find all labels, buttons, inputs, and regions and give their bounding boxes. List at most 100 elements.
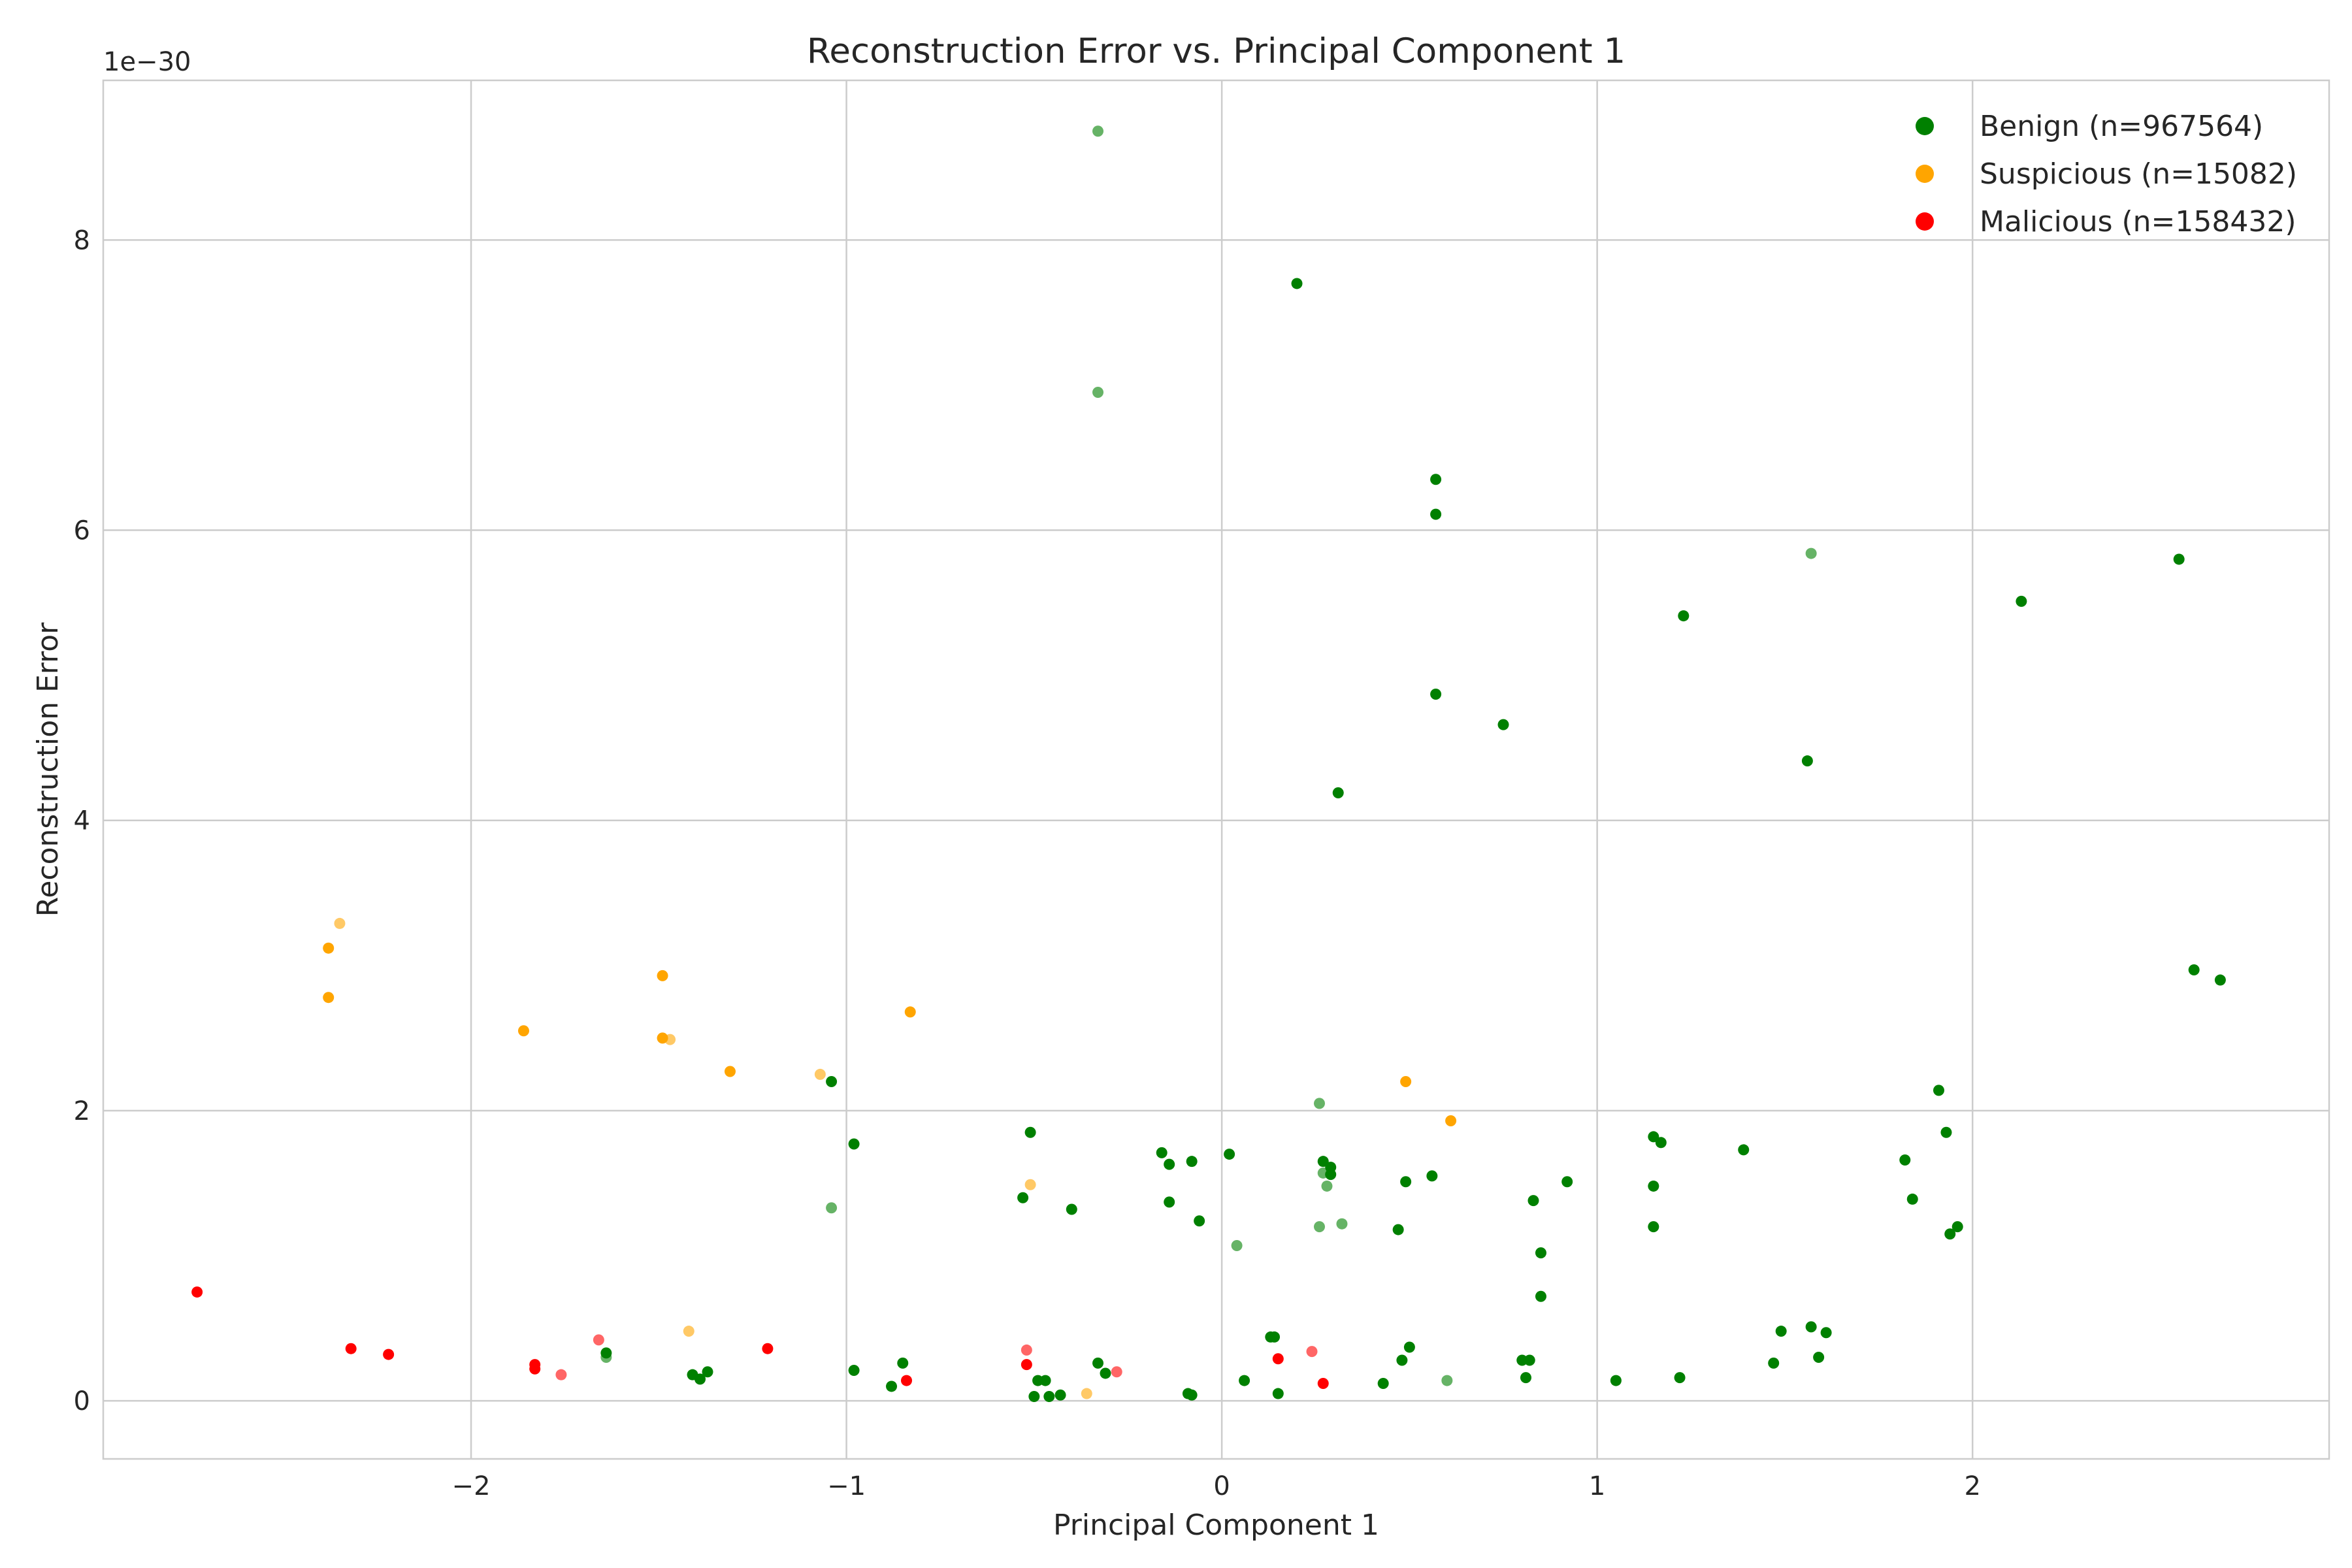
x-tick-label: −1 xyxy=(827,1471,866,1501)
data-point xyxy=(1066,1203,1077,1215)
data-point xyxy=(1313,1098,1325,1109)
data-point xyxy=(1524,1354,1535,1366)
data-point xyxy=(1306,1346,1318,1358)
data-point xyxy=(1028,1390,1040,1402)
data-point xyxy=(1940,1126,1952,1138)
y-axis-offset-label: 1e−30 xyxy=(103,47,191,77)
legend-label: Benign (n=967564) xyxy=(1980,110,2263,143)
data-point xyxy=(334,917,346,929)
data-point xyxy=(826,1202,838,1214)
data-point xyxy=(904,1006,916,1018)
data-point xyxy=(529,1363,541,1375)
data-point xyxy=(2016,595,2027,607)
y-tick-label: 0 xyxy=(74,1386,90,1416)
data-point xyxy=(1164,1158,1175,1170)
y-tick-label: 4 xyxy=(74,806,90,836)
x-tick-label: 2 xyxy=(1964,1471,1980,1501)
data-point xyxy=(1336,1218,1348,1230)
grid xyxy=(103,80,2329,1459)
x-tick-label: −2 xyxy=(452,1471,491,1501)
data-point xyxy=(762,1343,774,1354)
data-point xyxy=(1313,1221,1325,1233)
data-point xyxy=(1269,1331,1281,1343)
data-point xyxy=(1400,1076,1412,1088)
data-point xyxy=(1678,610,1690,622)
legend-marker xyxy=(1916,117,1934,135)
data-point xyxy=(1092,125,1104,137)
data-point xyxy=(1186,1389,1198,1401)
data-point xyxy=(1805,547,1817,559)
data-point xyxy=(1100,1367,1111,1379)
x-tick-label: 0 xyxy=(1213,1471,1230,1501)
data-point xyxy=(1017,1192,1029,1203)
data-point xyxy=(694,1373,706,1385)
data-point xyxy=(1239,1375,1250,1386)
data-point xyxy=(1805,1321,1817,1333)
data-point xyxy=(593,1334,604,1346)
data-point xyxy=(886,1380,898,1392)
tick-labels: −2 −1 0 1 2 0 2 4 6 8 xyxy=(74,225,1981,1501)
y-axis-label: Reconstruction Error xyxy=(31,622,65,917)
data-point xyxy=(1899,1154,1911,1166)
x-axis-label: Principal Component 1 xyxy=(1053,1509,1379,1542)
data-point xyxy=(323,992,335,1004)
data-point xyxy=(1813,1352,1825,1364)
data-point xyxy=(901,1375,913,1386)
data-point xyxy=(1648,1131,1659,1143)
data-point xyxy=(724,1066,736,1077)
data-point xyxy=(814,1068,826,1080)
data-point xyxy=(826,1076,838,1088)
data-point xyxy=(1043,1390,1055,1402)
legend-marker xyxy=(1916,165,1934,183)
data-point xyxy=(2173,553,2185,565)
data-point xyxy=(1186,1156,1198,1168)
y-tick-label: 6 xyxy=(74,516,90,546)
data-point xyxy=(600,1352,612,1364)
legend-marker xyxy=(1916,212,1934,231)
legend-label: Malicious (n=158432) xyxy=(1980,205,2296,238)
data-point xyxy=(1441,1375,1453,1386)
data-point xyxy=(1497,719,1509,730)
data-point xyxy=(1400,1176,1412,1188)
legend: Benign (n=967564) Suspicious (n=15082) Mal… xyxy=(1916,110,2297,238)
data-point xyxy=(1194,1215,1205,1227)
data-point xyxy=(1944,1228,1956,1240)
data-point xyxy=(1674,1372,1686,1384)
data-point xyxy=(897,1357,909,1369)
data-point xyxy=(1403,1341,1415,1353)
data-point xyxy=(323,942,335,954)
data-point xyxy=(345,1343,357,1354)
data-point xyxy=(1430,689,1442,700)
data-point xyxy=(1445,1115,1457,1126)
data-point xyxy=(1039,1375,1051,1386)
data-point xyxy=(1272,1353,1284,1365)
data-point xyxy=(1648,1221,1659,1233)
data-point xyxy=(1648,1180,1659,1192)
data-point xyxy=(1021,1344,1032,1356)
data-point xyxy=(1272,1388,1284,1399)
data-point xyxy=(1775,1326,1787,1337)
data-point xyxy=(702,1366,713,1378)
data-point xyxy=(1610,1375,1622,1386)
plot-frame xyxy=(102,79,2330,1460)
data-point xyxy=(2214,974,2226,986)
data-point xyxy=(1738,1144,1750,1156)
data-point xyxy=(848,1365,860,1377)
legend-label: Suspicious (n=15082) xyxy=(1980,157,2297,191)
data-point xyxy=(1321,1180,1333,1192)
data-point xyxy=(1535,1247,1546,1259)
data-point xyxy=(1224,1149,1235,1160)
data-point xyxy=(1156,1147,1168,1158)
data-point xyxy=(1377,1378,1389,1390)
data-point xyxy=(683,1326,694,1337)
data-point xyxy=(555,1369,567,1380)
data-point xyxy=(1325,1169,1337,1181)
data-point xyxy=(2188,964,2200,976)
data-point xyxy=(1906,1193,1918,1205)
data-point xyxy=(1024,1179,1036,1190)
data-point xyxy=(664,1034,676,1045)
y-tick-label: 8 xyxy=(74,225,90,255)
data-point xyxy=(1933,1085,1944,1096)
